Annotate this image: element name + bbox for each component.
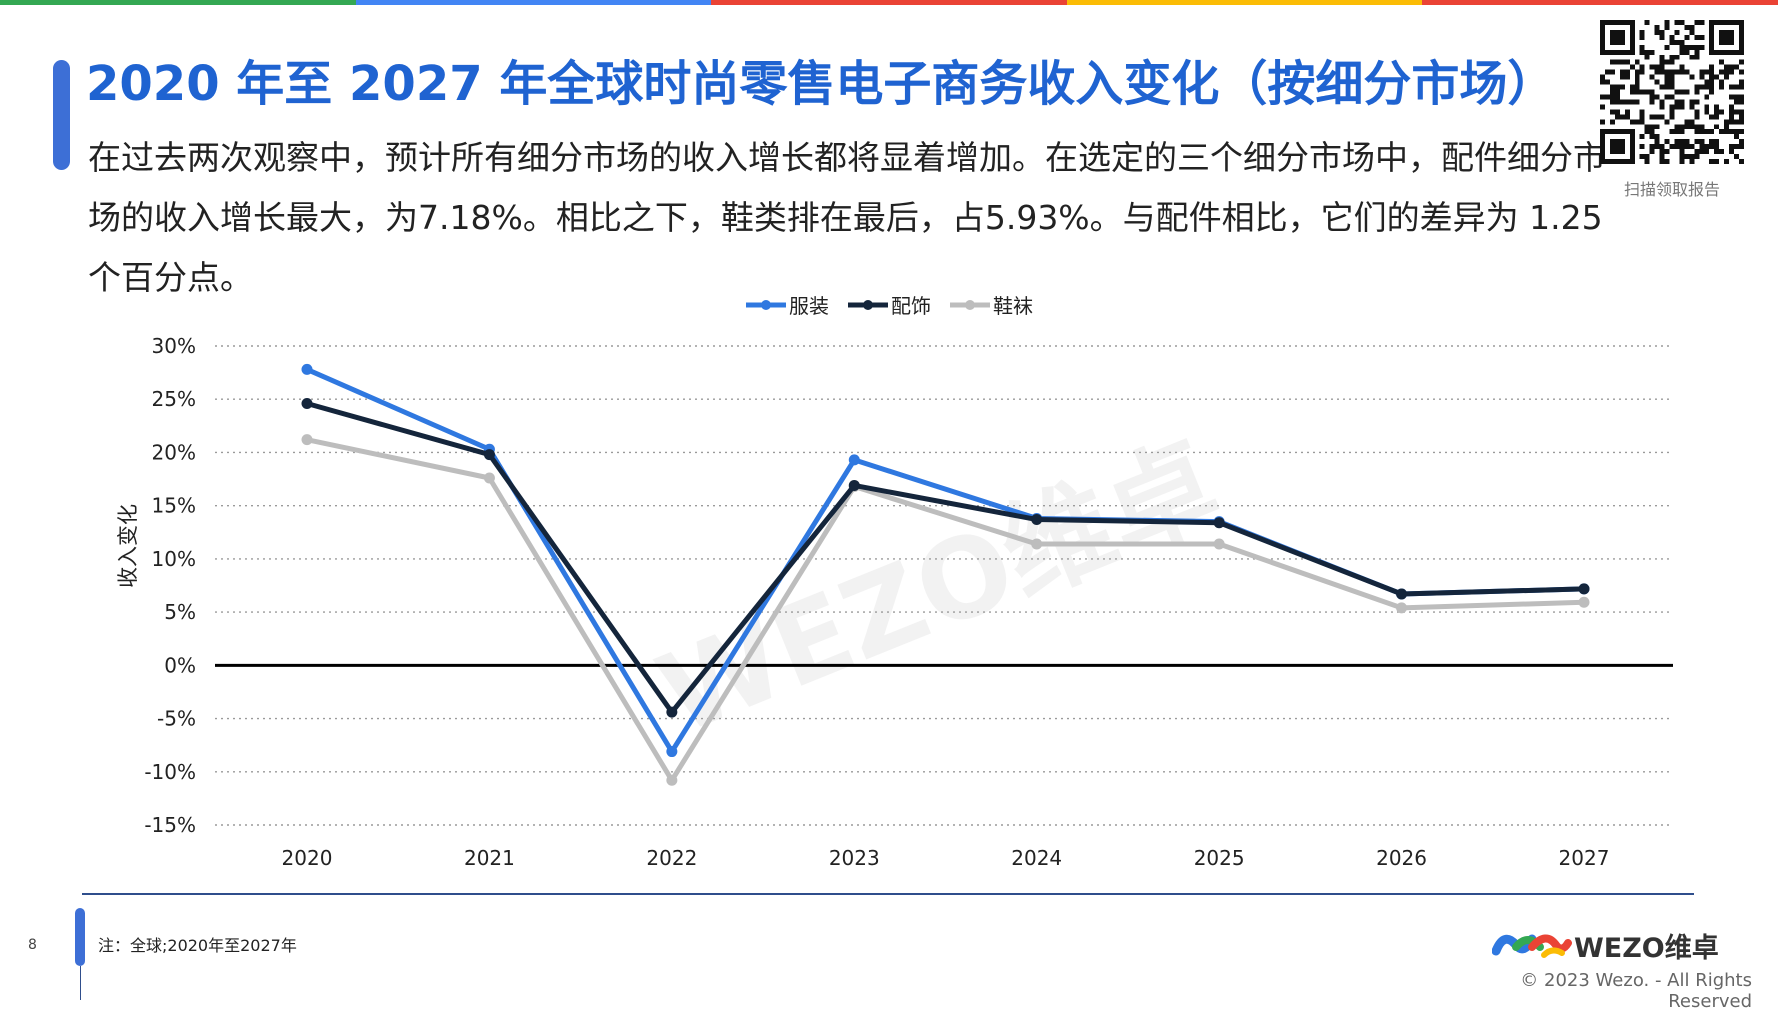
data-point xyxy=(484,449,495,460)
data-point xyxy=(1031,514,1042,525)
data-point xyxy=(1031,538,1042,549)
y-axis-label: 收入变化 xyxy=(112,504,142,588)
y-tick-label: 5% xyxy=(164,600,196,624)
data-point xyxy=(1214,538,1225,549)
data-point xyxy=(302,364,313,375)
y-tick-label: 0% xyxy=(164,653,196,677)
x-tick-label: 2024 xyxy=(1011,846,1062,870)
x-tick-label: 2021 xyxy=(464,846,515,870)
x-tick-label: 2023 xyxy=(829,846,880,870)
y-tick-label: -5% xyxy=(157,707,196,731)
data-point xyxy=(666,775,677,786)
data-point xyxy=(1396,602,1407,613)
line-chart: 30% 25% 20% 15% 10% 5% 0% -5% -10% -15% 2020 2021 20… xyxy=(0,0,1778,880)
wezo-logo-icon xyxy=(1492,925,1572,965)
data-point xyxy=(484,472,495,483)
data-point xyxy=(849,480,860,491)
x-tick-label: 2022 xyxy=(646,846,697,870)
x-tick-label: 2020 xyxy=(282,846,333,870)
footer-divider xyxy=(82,893,1694,895)
y-tick-label: 30% xyxy=(152,334,196,358)
y-tick-label: 10% xyxy=(152,547,196,571)
y-tick-label: -10% xyxy=(144,760,196,784)
y-tick-label: 20% xyxy=(152,440,196,464)
brand-logo[interactable]: WEZO维卓 xyxy=(1492,920,1722,970)
y-tick-label: -15% xyxy=(144,813,196,837)
copyright: © 2023 Wezo. - All Rights Reserved xyxy=(1440,970,1752,1012)
x-tick-label: 2026 xyxy=(1376,846,1427,870)
x-tick-label: 2025 xyxy=(1194,846,1245,870)
footer-accent-bar xyxy=(75,908,85,966)
data-point xyxy=(302,434,313,445)
x-tick-label: 2027 xyxy=(1559,846,1610,870)
data-point xyxy=(1396,589,1407,600)
footnote: 注：全球;2020年至2027年 xyxy=(98,932,297,956)
data-point xyxy=(666,707,677,718)
logo-text: WEZO维卓 xyxy=(1574,926,1719,965)
y-tick-label: 25% xyxy=(152,387,196,411)
y-tick-label: 15% xyxy=(152,494,196,518)
data-point xyxy=(1214,517,1225,528)
data-point xyxy=(302,398,313,409)
page-number: 8 xyxy=(28,937,37,953)
series-line xyxy=(307,369,1584,751)
data-point xyxy=(666,746,677,757)
data-point xyxy=(849,454,860,465)
footer-vertical-rule xyxy=(80,966,81,1000)
data-point xyxy=(1579,597,1590,608)
data-point xyxy=(1579,583,1590,594)
